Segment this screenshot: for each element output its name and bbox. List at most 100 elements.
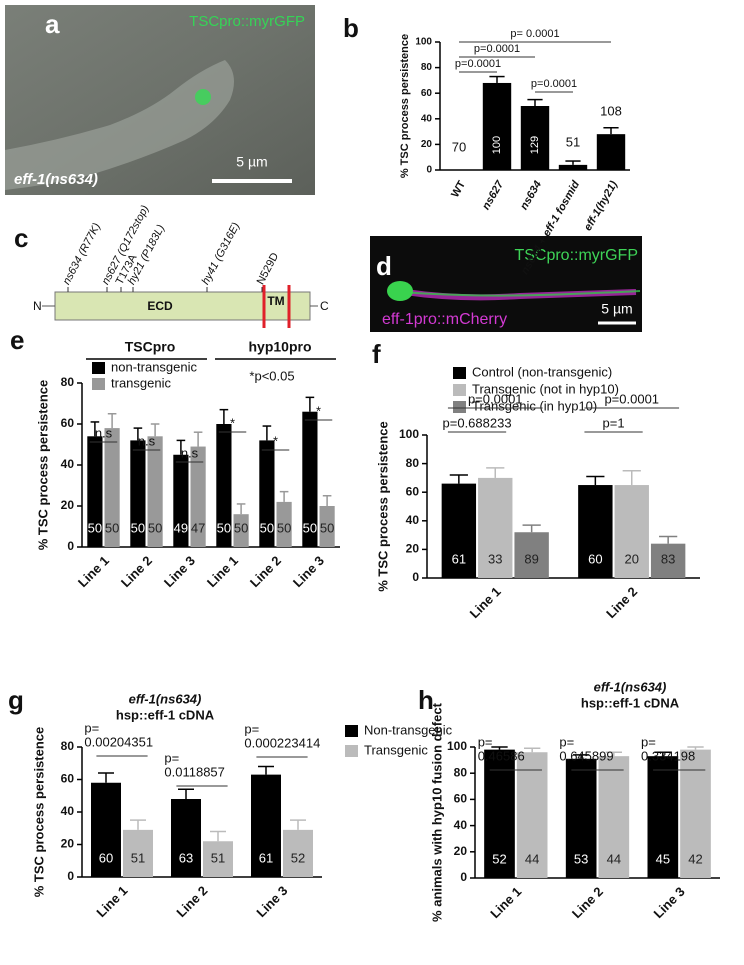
- x-tick-label: ns634: [518, 179, 544, 212]
- y-tick-label: 60: [406, 484, 420, 498]
- y-tick-label: 60: [61, 416, 75, 430]
- annotation: 0.645899: [559, 748, 613, 763]
- y-axis-label: % TSC process persistence: [375, 421, 390, 592]
- bar: [203, 841, 233, 877]
- group-label: TSCpro: [125, 339, 176, 355]
- legend-label: Transgenic (in hyp10): [472, 398, 597, 413]
- annotation: n.s: [95, 425, 113, 440]
- bar: [259, 440, 275, 547]
- x-tick-label: Line 2: [173, 883, 210, 920]
- error-bar: [210, 830, 226, 842]
- n-label: 129: [529, 136, 541, 154]
- y-tick-label: 100: [415, 37, 432, 48]
- legend-label: Control (non-transgenic): [472, 364, 612, 379]
- error-bar: [322, 495, 332, 506]
- panel-label: c: [14, 223, 28, 253]
- y-tick-label: 20: [421, 139, 433, 150]
- n-label: 49: [174, 520, 188, 535]
- bar: [147, 436, 163, 547]
- y-tick-label: 0: [412, 570, 419, 584]
- worm-tail: [5, 60, 234, 190]
- bar: [680, 749, 711, 878]
- annotation: p=0.0001: [604, 391, 659, 406]
- annotation: p=0.0001: [474, 43, 520, 55]
- error-bar: [491, 746, 508, 750]
- n-label: 60: [99, 850, 113, 865]
- x-tick-label: Line 1: [467, 584, 504, 621]
- y-tick-label: 80: [421, 62, 433, 73]
- bar: [190, 446, 206, 547]
- n-label: 89: [524, 551, 538, 566]
- y-tick-label: 40: [406, 513, 420, 527]
- y-tick-label: 20: [61, 498, 75, 512]
- bar: [650, 543, 686, 578]
- n-label: 52: [492, 851, 506, 866]
- error-bar: [133, 427, 143, 441]
- y-tick-label: 80: [454, 765, 468, 779]
- x-tick-label: Line 2: [569, 884, 606, 921]
- error-bar: [262, 425, 272, 441]
- gfp-soma: [387, 281, 413, 301]
- n-label: 52: [291, 850, 305, 865]
- bar: [104, 428, 120, 547]
- annotation: *: [230, 415, 235, 430]
- bar: [171, 799, 201, 877]
- annotation: *: [273, 433, 278, 448]
- y-tick-label: 80: [61, 739, 75, 753]
- annotation: p=0.0001: [455, 58, 501, 70]
- n-label: 108: [600, 104, 622, 119]
- gfp-process: [399, 290, 641, 297]
- n-label: 100: [491, 136, 503, 154]
- panel-label: e: [10, 325, 24, 355]
- mutation-label: ns634 (R77K): [61, 221, 104, 287]
- error-bar: [98, 772, 114, 783]
- error-bar: [219, 408, 229, 424]
- n-label: 50: [88, 520, 102, 535]
- gfp-signal: [195, 89, 211, 105]
- scale-label: 5 µm: [236, 154, 267, 170]
- n-label: 63: [179, 850, 193, 865]
- n-label: 61: [452, 551, 466, 566]
- annotation: p=: [164, 750, 179, 765]
- bar: [283, 829, 313, 877]
- scale-label: 5 µm: [601, 301, 632, 317]
- error-bar: [176, 439, 186, 455]
- bar: [565, 758, 597, 878]
- x-tick-label: ns627: [480, 178, 506, 212]
- bar: [596, 134, 626, 170]
- legend-swatch: [345, 725, 358, 737]
- error-bar: [586, 475, 605, 486]
- error-bar: [687, 746, 704, 750]
- y-tick-label: 100: [399, 427, 419, 441]
- n-label: 60: [588, 551, 602, 566]
- error-bar: [522, 524, 541, 533]
- annotation: n.s: [181, 445, 199, 460]
- n-label: 50: [303, 520, 317, 535]
- error-bar: [236, 503, 246, 515]
- n-label: 53: [574, 851, 588, 866]
- annotation: p=: [84, 720, 99, 735]
- n-label: 51: [131, 850, 145, 865]
- n-label: 83: [661, 551, 675, 566]
- n-label: 33: [488, 551, 502, 566]
- y-tick-label: 60: [421, 88, 433, 99]
- error-bar: [622, 470, 641, 486]
- x-tick-label: Line 1: [487, 884, 524, 921]
- bar: [516, 752, 548, 878]
- y-tick-label: 60: [61, 772, 75, 786]
- y-tick-label: 20: [61, 837, 75, 851]
- error-bar: [489, 75, 505, 83]
- panel-label: a: [45, 9, 60, 39]
- channel-label: TSCpro::myrGFP: [189, 13, 305, 30]
- annotation: p=0.0001: [531, 78, 577, 90]
- green-channel: TSCpro::myrGFP: [514, 247, 638, 264]
- y-tick-label: 20: [406, 542, 420, 556]
- error-bar: [654, 751, 671, 757]
- y-tick-label: 80: [406, 456, 420, 470]
- n-label: 50: [234, 520, 248, 535]
- bar: [173, 454, 189, 547]
- annotation: *: [316, 403, 321, 418]
- bar: [614, 485, 649, 578]
- error-bar: [605, 751, 622, 757]
- error-bar: [150, 423, 160, 437]
